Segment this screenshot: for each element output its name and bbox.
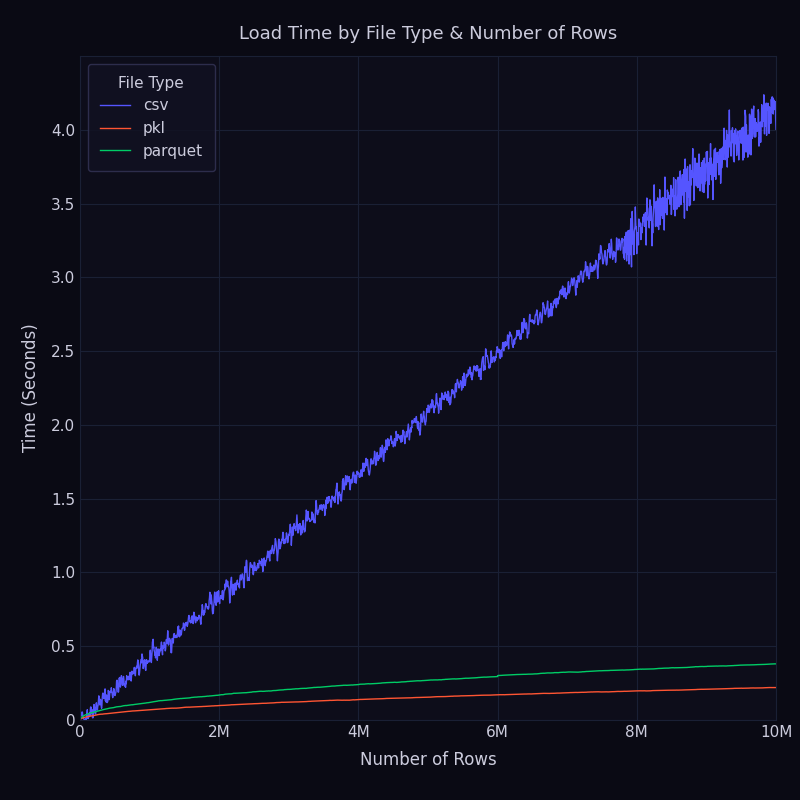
pkl: [765, 682, 774, 692]
X-axis label: Number of Rows: Number of Rows: [360, 751, 496, 769]
pkl: [771, 682, 781, 692]
parquet: [395, 678, 405, 687]
csv: [771, 125, 781, 134]
Y-axis label: Time (Seconds): Time (Seconds): [22, 324, 40, 452]
parquet: [110, 702, 120, 712]
pkl: [395, 694, 405, 703]
parquet: [750, 660, 760, 670]
pkl: [414, 693, 423, 702]
parquet: [414, 676, 423, 686]
parquet: [75, 715, 85, 725]
pkl: [750, 683, 760, 693]
csv: [111, 687, 121, 697]
csv: [395, 433, 405, 442]
pkl: [623, 686, 633, 696]
csv: [751, 131, 761, 141]
parquet: [771, 659, 781, 669]
csv: [751, 118, 761, 127]
Title: Load Time by File Type & Number of Rows: Load Time by File Type & Number of Rows: [239, 26, 617, 43]
pkl: [110, 708, 120, 718]
Line: pkl: pkl: [80, 687, 776, 720]
pkl: [75, 715, 85, 725]
parquet: [770, 659, 779, 669]
Line: parquet: parquet: [80, 664, 776, 720]
csv: [759, 90, 769, 100]
csv: [75, 714, 85, 724]
Line: csv: csv: [80, 95, 776, 720]
pkl: [751, 683, 761, 693]
csv: [623, 238, 633, 248]
csv: [414, 418, 423, 427]
csv: [79, 715, 89, 725]
parquet: [751, 660, 761, 670]
parquet: [623, 665, 633, 674]
Legend: csv, pkl, parquet: csv, pkl, parquet: [88, 64, 215, 171]
